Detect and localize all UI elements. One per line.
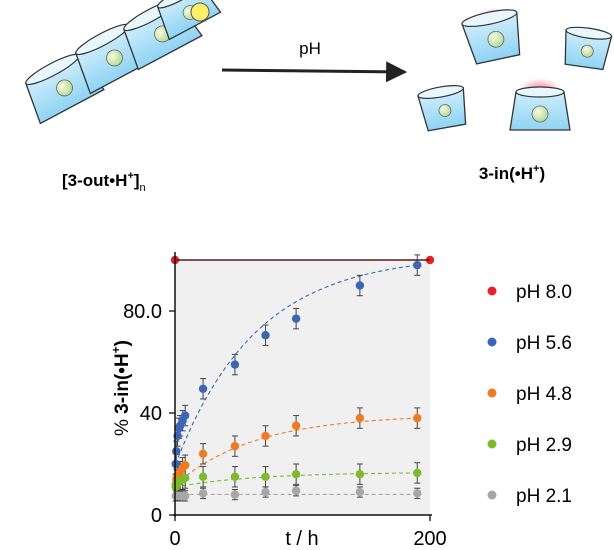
data-point — [181, 411, 190, 420]
fit-curve — [175, 264, 418, 465]
legend-label: pH 4.8 — [516, 384, 572, 405]
scheme: [3-out•H+]n pH — [25, 0, 613, 194]
data-point — [198, 449, 208, 458]
y-tick-label: 40 — [140, 403, 162, 425]
data-point — [230, 472, 240, 481]
reaction-arrow — [221, 61, 408, 83]
plot-area-background — [175, 260, 430, 515]
data-point — [181, 473, 190, 483]
data-points — [170, 255, 435, 501]
polymer-chain-graphic — [25, 0, 222, 125]
chart: 0 40 80.0 0 200 t / h % 3-in(•H+) pH 8.0 pH 5… — [109, 252, 572, 550]
data-point — [230, 360, 240, 369]
data-point — [198, 472, 208, 481]
fit-curve — [175, 472, 418, 488]
data-point — [413, 260, 422, 270]
left-scheme-label: [3-out•H+]n — [62, 170, 146, 194]
arrow-label: pH — [299, 39, 321, 58]
monomers-graphic — [417, 7, 613, 132]
legend-marker — [487, 286, 497, 296]
data-point — [355, 281, 365, 290]
data-point — [291, 470, 301, 479]
data-point — [261, 431, 270, 441]
legend-label: pH 8.0 — [516, 282, 572, 303]
data-point — [181, 461, 190, 470]
data-point — [261, 487, 270, 497]
legend: pH 8.0 pH 5.6 pH 4.8 pH 2.9 pH 2.1 — [487, 282, 572, 507]
data-point — [413, 468, 422, 478]
data-point — [261, 331, 270, 340]
x-tick-label: 0 — [169, 528, 180, 550]
legend-marker — [487, 337, 497, 347]
legend-marker — [487, 388, 497, 398]
data-point — [291, 421, 301, 430]
y-axis-label: % 3-in(•H+) — [109, 340, 133, 436]
legend-label: pH 5.6 — [516, 333, 572, 354]
legend-label: pH 2.1 — [516, 486, 572, 507]
legend-label: pH 2.9 — [516, 435, 572, 456]
data-point — [355, 470, 365, 479]
data-point — [291, 314, 301, 323]
fit-curve — [175, 417, 418, 485]
right-scheme-label: 3-in(•H+) — [479, 163, 545, 183]
data-point — [355, 487, 365, 497]
data-point — [230, 441, 240, 451]
data-point — [181, 491, 190, 501]
data-point — [413, 489, 422, 498]
ticks: 0 40 80.0 0 200 — [123, 301, 447, 550]
legend-marker — [487, 490, 497, 500]
x-tick-label: 200 — [413, 528, 446, 550]
data-point — [198, 489, 208, 498]
data-point — [413, 413, 422, 423]
data-point — [291, 486, 301, 495]
data-point — [261, 472, 270, 481]
y-tick-label: 80.0 — [123, 301, 162, 323]
legend-marker — [487, 439, 497, 449]
data-point — [355, 413, 365, 423]
y-tick-label: 0 — [151, 505, 162, 527]
x-axis-label: t / h — [285, 528, 318, 550]
data-point — [198, 384, 208, 393]
data-point — [230, 490, 240, 499]
data-point — [172, 447, 181, 456]
